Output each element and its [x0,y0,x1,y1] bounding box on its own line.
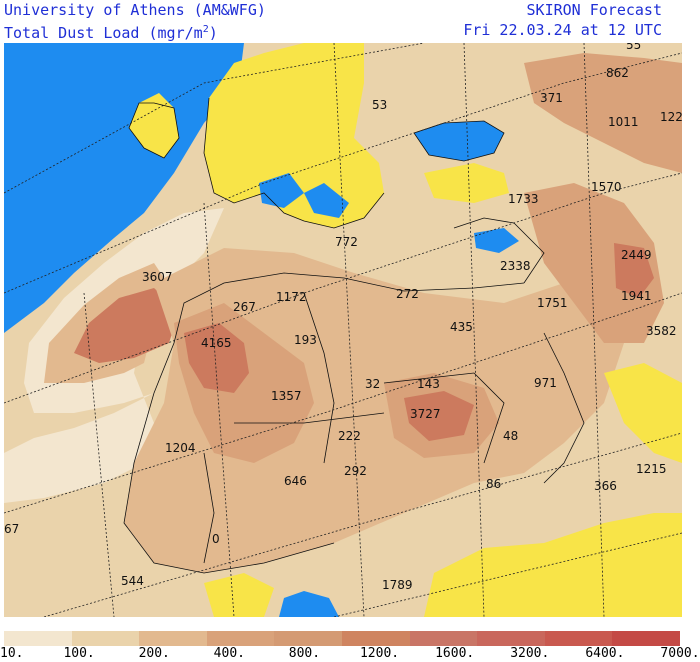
legend-tick-label: 1200. [359,646,400,661]
legend-tick-label: 10. [0,646,24,661]
legend-swatch [341,631,410,646]
legend-swatch [409,631,478,646]
legend-swatch [4,631,72,646]
value-label: 143 [417,377,440,391]
value-label: 366 [594,479,617,493]
value-label: 862 [606,66,629,80]
southeast-no-dust [424,513,682,617]
middle-east-core [614,243,654,298]
value-label: 3582 [646,324,677,338]
legend-swatch [274,631,342,646]
value-label: 32 [365,377,380,391]
value-label: 1204 [165,441,196,455]
value-label: 544 [121,574,144,588]
value-label: 1172 [276,290,307,304]
value-label: 1733 [508,192,539,206]
value-label: 53 [372,98,387,112]
middle-east-high [524,183,664,343]
value-label: 435 [450,320,473,334]
value-label: 86 [486,477,501,491]
graticule [4,43,682,617]
value-label: 292 [344,464,367,478]
uk-no-dust [129,93,179,158]
value-label: 1570 [591,180,622,194]
legend-tick-label: 1600. [435,646,475,661]
gulf-of-guinea [279,591,339,617]
value-label: 193 [294,333,317,347]
value-label: 1357 [271,389,302,403]
value-label: 267 [233,300,256,314]
east-africa-no-dust [604,363,682,463]
black-sea [414,121,504,161]
value-label: 1215 [636,462,667,476]
legend-tick-label: 800. [288,646,321,661]
dust-load-map: 53 862 371 1011 122 55 1733 1570 772 233… [4,43,682,617]
sahara-core-west [184,323,249,393]
value-label: 772 [335,235,358,249]
value-label: 971 [534,376,557,390]
legend-tick-label: 7000. [660,646,700,661]
legend-swatch [139,631,207,646]
europe-no-dust [204,43,384,228]
legend-swatch [206,631,275,646]
color-legend [4,631,680,646]
sahara-core-central [404,391,474,441]
value-label: 646 [284,474,307,488]
institution-title: University of Athens (AM&WFG) [4,1,266,19]
value-label: 222 [338,429,361,443]
value-label: 3727 [410,407,441,421]
legend-swatch [71,631,140,646]
value-label: 1941 [621,289,652,303]
value-label: 0 [212,532,220,546]
value-label: 67 [4,522,19,536]
value-label: 371 [540,91,563,105]
legend-tick-label: 6400. [585,646,625,661]
atlantic-ocean [4,43,244,333]
valid-time: Fri 22.03.24 at 12 UTC [463,21,662,39]
legend-swatch [612,631,680,646]
value-label: 3607 [142,270,173,284]
value-labels: 53 862 371 1011 122 55 1733 1570 772 233… [4,43,682,592]
adriatic-sea [304,183,349,218]
value-label: 55 [626,43,641,52]
west-africa-coast-no-dust [204,573,274,617]
value-label: 272 [396,287,419,301]
coastlines [123,97,585,574]
value-label: 4165 [201,336,232,350]
value-label: 2338 [500,259,531,273]
product-title: Total Dust Load (mgr/m2) [4,24,218,42]
legend-tick-label: 100. [63,646,95,661]
legend-tick-label: 200. [138,646,170,661]
northeast-dust [524,53,682,173]
value-label: 2449 [621,248,652,262]
atlantic-dust-core [74,288,179,363]
legend-tick-label: 3200. [510,646,550,661]
northeast-no-dust [424,163,509,203]
legend-swatch [477,631,545,646]
legend-tick-label: 400. [213,646,245,661]
legend-swatch [544,631,613,646]
value-label: 122 [660,110,682,124]
value-label: 1789 [382,578,413,592]
value-label: 1011 [608,115,639,129]
legend-ticks: 10. 100. 200. 400. 800. 1200. 1600. 3200. 6400. 7… [0,646,700,662]
levant-sea [474,228,519,253]
value-label: 1751 [537,296,568,310]
value-label: 48 [503,429,518,443]
forecast-title: SKIRON Forecast [526,1,662,19]
